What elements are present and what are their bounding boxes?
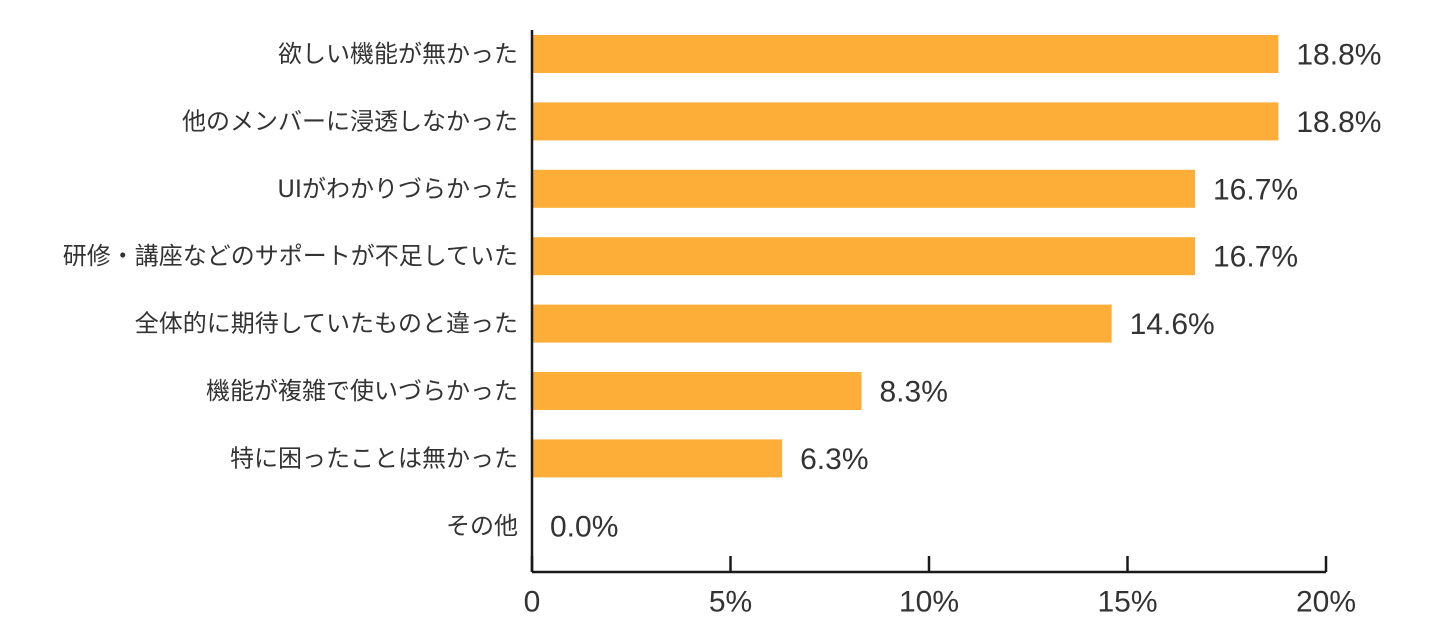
value-label-0: 18.8% xyxy=(1296,39,1381,72)
x-tick-label-4: 20% xyxy=(1296,586,1356,619)
value-label-6: 6.3% xyxy=(800,443,868,476)
bar-5 xyxy=(532,372,862,410)
x-tick-labels-group: 0 5% 10% 15% 20% xyxy=(524,586,1356,619)
category-label-6: 特に困ったことは無かった xyxy=(230,444,518,472)
x-ticks-group xyxy=(530,556,1328,572)
value-label-2: 16.7% xyxy=(1213,173,1298,206)
x-tick-label-1: 5% xyxy=(709,586,752,619)
category-label-5: 機能が複雑で使いづらかった xyxy=(206,377,518,405)
bar-1 xyxy=(532,102,1279,141)
category-label-1: 他のメンバーに浸透しなかった xyxy=(182,107,518,135)
bar-2 xyxy=(532,169,1195,208)
value-label-3: 16.7% xyxy=(1213,241,1298,274)
value-label-1: 18.8% xyxy=(1296,106,1381,139)
category-label-3: 研修・講座などのサポートが不足していた xyxy=(63,242,518,270)
x-tick-label-3: 15% xyxy=(1097,586,1157,619)
x-tick-label-2: 10% xyxy=(899,586,959,619)
bar-4 xyxy=(532,304,1112,343)
category-label-2: UIがわかりづらかった xyxy=(277,175,518,203)
bar-6 xyxy=(532,439,783,478)
value-label-4: 14.6% xyxy=(1130,308,1215,341)
category-label-0: 欲しい機能が無かった xyxy=(278,40,518,68)
category-label-4: 全体的に期待していたものと違った xyxy=(135,310,518,338)
x-tick-label-0: 0 xyxy=(524,586,541,619)
bar-3 xyxy=(532,237,1195,276)
bar-0 xyxy=(532,35,1279,73)
value-label-5: 8.3% xyxy=(880,376,948,409)
value-label-7: 0.0% xyxy=(550,510,618,543)
category-label-7: その他 xyxy=(446,512,518,540)
value-labels-group: 18.8% 18.8% 16.7% 16.7% 14.6% 8.3% 6.3% 0.0% xyxy=(550,39,1381,544)
bars-group xyxy=(532,35,1279,478)
